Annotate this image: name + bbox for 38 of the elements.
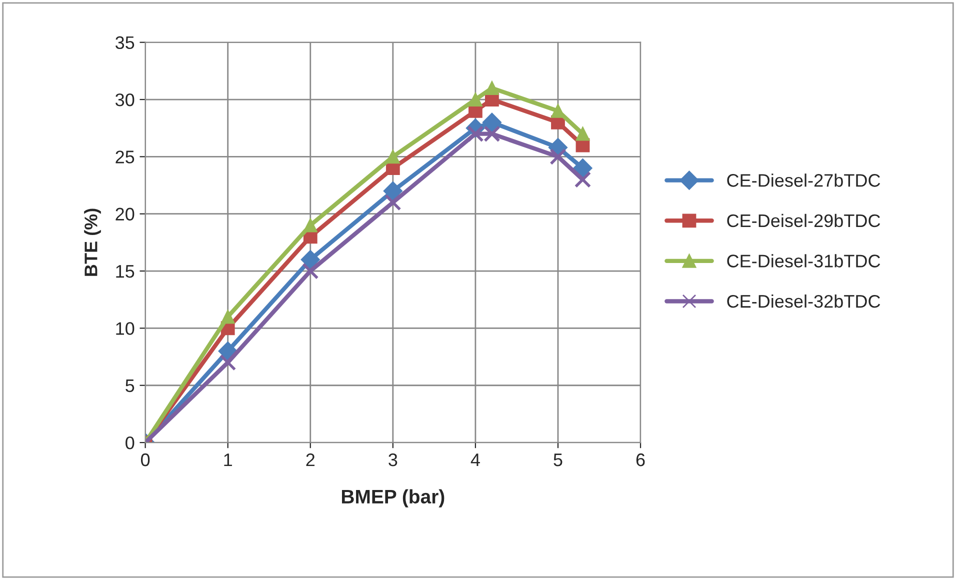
- point: [220, 354, 236, 371]
- legend-label: CE-Diesel-27bTDC: [727, 174, 880, 187]
- x-tick-label: 1: [224, 454, 232, 466]
- y-tick-label: 5: [126, 379, 134, 392]
- point: [550, 148, 566, 166]
- point: [574, 171, 592, 188]
- point: [300, 250, 320, 270]
- y-tick-label: 35: [116, 36, 134, 50]
- legend-label: CE-Diesel-32bTDC: [727, 294, 880, 308]
- point: [302, 262, 319, 280]
- point: [384, 194, 402, 211]
- y-axis-title: BTE (%): [84, 208, 101, 276]
- x-tick-label: 4: [470, 454, 480, 466]
- point: [482, 112, 502, 132]
- point: [573, 158, 592, 178]
- y-tick-label: 10: [116, 322, 134, 335]
- x-tick-label: 2: [306, 453, 314, 466]
- y-tick-label: 15: [116, 265, 134, 278]
- point: [386, 150, 400, 164]
- point: [551, 104, 565, 118]
- x-axis-title: BMEP (bar): [342, 489, 444, 508]
- x-tick-label: 5: [554, 454, 562, 466]
- x-tick-label: 3: [388, 453, 398, 466]
- point: [218, 342, 238, 361]
- y-tick-label: 0: [126, 436, 134, 450]
- point: [468, 92, 482, 106]
- x-tick-label: 0: [140, 453, 150, 466]
- y-tick-label: 20: [116, 208, 134, 221]
- point: [576, 126, 590, 141]
- legend-label: CE-Deisel-29bTDC: [727, 214, 880, 228]
- point: [383, 181, 402, 201]
- x-tick-label: 6: [636, 453, 645, 466]
- point: [485, 81, 499, 96]
- y-tick-label: 25: [116, 150, 134, 164]
- y-tick-label: 30: [116, 93, 134, 106]
- point: [220, 310, 235, 324]
- point: [303, 218, 318, 232]
- legend-label: CE-Diesel-31bTDC: [727, 254, 880, 268]
